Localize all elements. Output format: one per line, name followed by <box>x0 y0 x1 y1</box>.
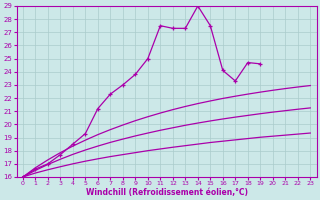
X-axis label: Windchill (Refroidissement éolien,°C): Windchill (Refroidissement éolien,°C) <box>85 188 248 197</box>
